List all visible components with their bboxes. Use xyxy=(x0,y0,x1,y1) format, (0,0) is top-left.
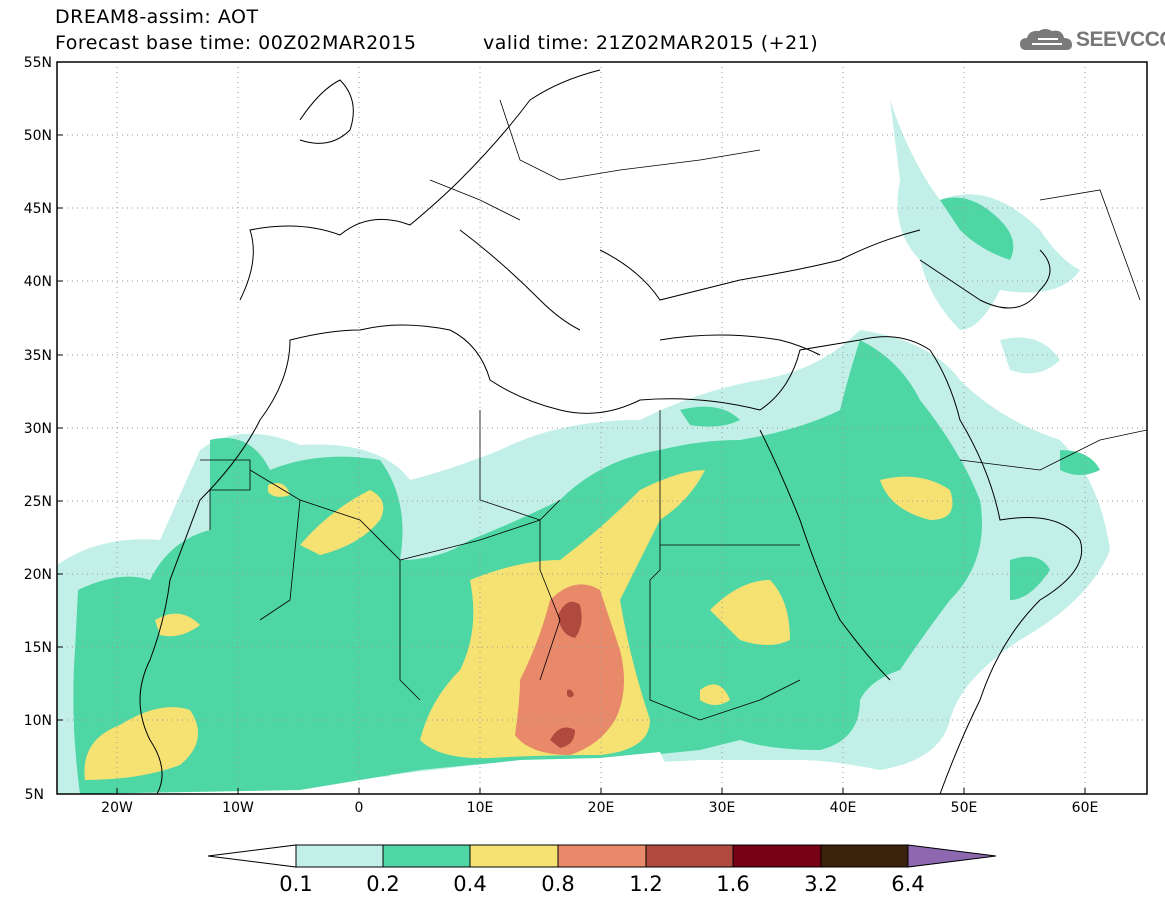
colorbar-segment xyxy=(907,844,997,868)
lon-label: 40E xyxy=(830,800,857,816)
country-borders xyxy=(200,99,1147,721)
lat-label: 40N xyxy=(24,274,52,290)
colorbar xyxy=(207,844,997,868)
lat-label: 55N xyxy=(24,55,52,71)
lon-label: 0 xyxy=(355,800,364,816)
lat-label: 45N xyxy=(24,201,52,217)
lat-label: 15N xyxy=(24,640,52,656)
lon-labels: 20W 10W 0 10E 20E 30E 40E 50E 60E xyxy=(101,800,1098,816)
colorbar-segment xyxy=(732,844,822,868)
lon-label: 10W xyxy=(222,800,254,816)
colorbar-label: 6.4 xyxy=(891,872,925,896)
colorbar-label: 1.2 xyxy=(629,872,663,896)
colorbar-segment xyxy=(820,844,909,868)
lat-label: 10N xyxy=(24,713,52,729)
colorbar-segment xyxy=(557,844,647,868)
gridlines xyxy=(57,62,1147,794)
lon-label: 60E xyxy=(1072,800,1099,816)
map-title: DREAM8-assim: AOT xyxy=(55,6,259,28)
colorbar-segment xyxy=(295,844,384,868)
lon-label: 50E xyxy=(951,800,978,816)
forecast-base-time: Forecast base time: 00Z02MAR2015 xyxy=(55,32,417,54)
aot-band-0.8 xyxy=(515,584,624,755)
colorbar-label: 3.2 xyxy=(804,872,838,896)
lat-label: 30N xyxy=(24,421,52,437)
colorbar-label: 0.2 xyxy=(366,872,400,896)
lat-label: 50N xyxy=(24,128,52,144)
colorbar-label: 0.8 xyxy=(541,872,575,896)
lat-labels: 55N 50N 45N 40N 35N 30N 25N 20N 15N 10N … xyxy=(24,55,52,803)
logo-text: SEEVCCC xyxy=(1076,28,1165,51)
valid-time: valid time: 21Z02MAR2015 (+21) xyxy=(483,32,819,54)
lon-label: 20W xyxy=(101,800,133,816)
cloud-icon xyxy=(1020,29,1072,50)
lon-label: 20E xyxy=(588,800,615,816)
colorbar-segment xyxy=(469,844,559,868)
colorbar-label: 0.1 xyxy=(279,872,313,896)
lat-label: 35N xyxy=(24,348,52,364)
lat-label: 25N xyxy=(24,494,52,510)
lon-label: 30E xyxy=(709,800,736,816)
coastlines xyxy=(139,69,1083,794)
aot-fields xyxy=(57,100,1110,794)
colorbar-label: 0.4 xyxy=(453,872,487,896)
colorbar-segment xyxy=(645,844,734,868)
aot-band-1.2 xyxy=(550,601,582,748)
colorbar-segment xyxy=(382,844,471,868)
colorbar-label: 1.6 xyxy=(716,872,750,896)
lat-label: 20N xyxy=(24,567,52,583)
lon-label: 10E xyxy=(467,800,494,816)
colorbar-segment xyxy=(207,844,297,868)
tick-marks xyxy=(57,61,1086,794)
seevccc-logo: SEEVCCC xyxy=(1018,26,1165,56)
lat-label: 5N xyxy=(25,787,44,803)
